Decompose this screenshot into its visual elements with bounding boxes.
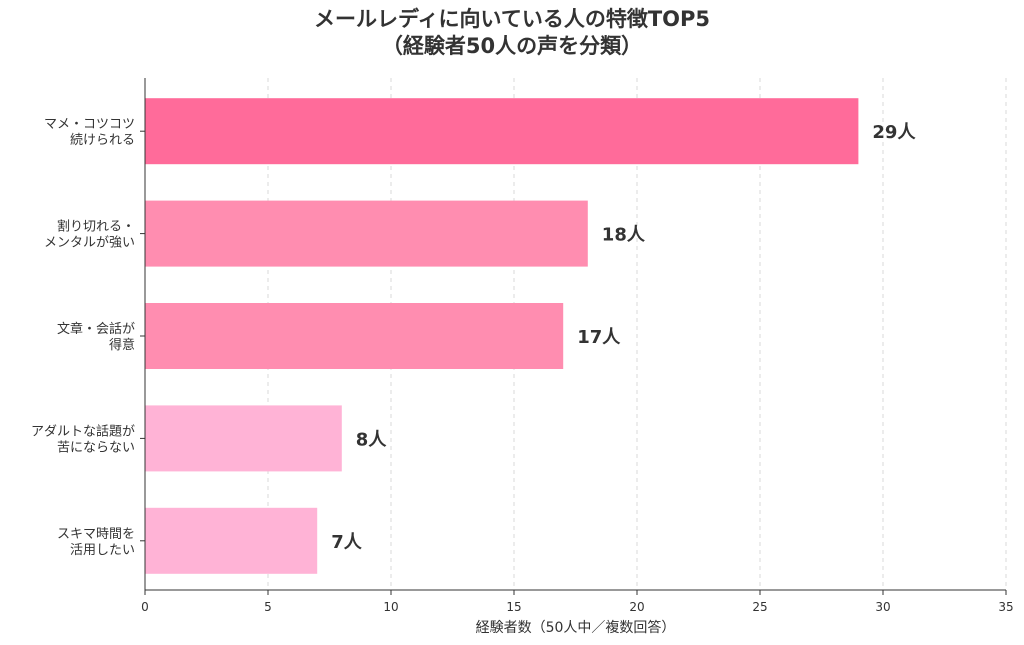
bars: [145, 98, 859, 574]
y-tick-label-2-line-0: 文章・会話が: [57, 321, 135, 337]
y-tick-label-4-line-0: スキマ時間を: [57, 527, 135, 542]
y-tick-label-0-line-1: 続けられる: [70, 133, 135, 148]
bar-4: [145, 507, 318, 574]
bar-0: [145, 98, 859, 165]
x-tick-label-15: 15: [506, 600, 521, 614]
bar-1: [145, 200, 588, 267]
x-tick-label-20: 20: [629, 600, 644, 614]
bar-value-label-4: 7人: [331, 532, 363, 553]
y-tick-label-1-line-1: メンタルが強い: [44, 236, 135, 251]
bar-value-label-2: 17人: [577, 327, 621, 348]
y-tick-label-4-line-1: 活用したい: [70, 543, 135, 558]
labels: 0 5 10 15 20 25 30 35 経験者数（50人中／複数回答） 29人 マメ・コツコツ続…: [31, 117, 1014, 636]
y-tick-label-1-line-0: 割り切れる・: [57, 219, 135, 235]
x-tick-label-25: 25: [752, 600, 767, 614]
axes: [140, 78, 1007, 595]
x-tick-label-30: 30: [875, 600, 890, 614]
y-tick-label-3-line-0: アダルトな話題が: [31, 423, 135, 439]
chart-title-line-1: メールレディに向いている人の特徴TOP5: [313, 7, 711, 31]
bar-value-label-1: 18人: [602, 225, 646, 246]
y-tick-label-3-line-1: 苦にならない: [57, 439, 135, 455]
x-axis-label: 経験者数（50人中／複数回答）: [476, 619, 676, 636]
bar-2: [145, 303, 564, 369]
bar-value-label-0: 29人: [872, 122, 916, 143]
y-tick-label-2-line-1: 得意: [109, 337, 135, 353]
x-tick-label-0: 0: [141, 600, 149, 614]
x-tick-label-10: 10: [383, 600, 398, 614]
bar-value-label-3: 8人: [356, 429, 388, 450]
x-tick-label-5: 5: [264, 600, 272, 614]
y-tick-label-0-line-0: マメ・コツコツ: [44, 117, 135, 132]
bar-3: [145, 405, 342, 472]
x-tick-label-35: 35: [998, 600, 1013, 614]
chart-title-line-2: （経験者50人の声を分類）: [381, 34, 643, 58]
chart-title: メールレディに向いている人の特徴TOP5 （経験者50人の声を分類）: [0, 6, 1024, 60]
